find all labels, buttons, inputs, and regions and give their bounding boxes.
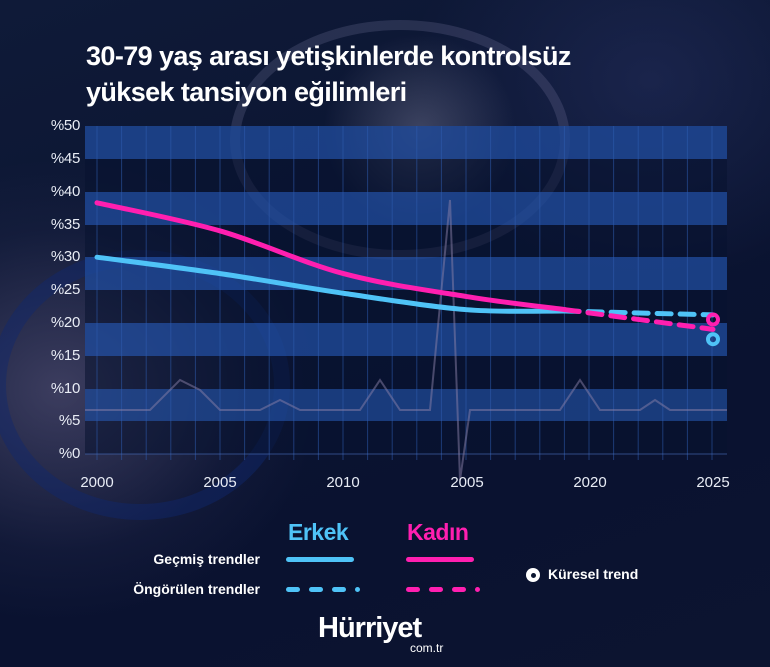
- brand-domain: com.tr: [410, 641, 444, 655]
- projected-trend-line: [562, 307, 716, 332]
- plot-bands: [85, 126, 727, 454]
- legend-erkek-heading: Erkek: [288, 519, 349, 545]
- y-tick: %5: [58, 412, 80, 429]
- x-tick: 2025: [696, 474, 730, 491]
- legend-erkek-dashed-swatch: [286, 587, 360, 592]
- y-tick: %50: [50, 117, 80, 134]
- legend-projected-label: Öngörülen trendler: [133, 581, 260, 597]
- legend-erkek-solid-swatch: [286, 557, 354, 562]
- series-layer: [94, 200, 720, 347]
- global-trend-marker: [706, 332, 720, 347]
- legend-kadin-heading: Kadın: [407, 519, 469, 545]
- x-tick: 2005: [450, 474, 484, 491]
- global-trend-marker-icon: [526, 568, 540, 582]
- plot-area: [85, 126, 727, 481]
- x-tick: 2020: [573, 474, 607, 491]
- heartbeat-decoration: [85, 199, 727, 481]
- legend-kadin-solid-swatch: [406, 557, 474, 562]
- past-trend-line: [94, 254, 568, 314]
- legend-global-label: Küresel trend: [548, 566, 639, 582]
- vertical-grid: [96, 126, 713, 460]
- legend-kadin-dashed-swatch: [406, 587, 480, 592]
- y-tick: %25: [50, 281, 80, 298]
- y-tick: %40: [50, 183, 80, 200]
- x-tick: 2005: [203, 474, 237, 491]
- title-line-2: yüksek tansiyon eğilimleri: [86, 77, 407, 107]
- y-tick: %45: [50, 150, 80, 167]
- global-trend-marker: [706, 312, 720, 327]
- title-line-1: 30-79 yaş arası yetişkinlerde kontrolsüz: [86, 41, 571, 71]
- past-trend-line: [94, 200, 568, 313]
- y-tick: %10: [50, 380, 80, 397]
- y-tick: %35: [50, 216, 80, 233]
- y-tick: %30: [50, 248, 80, 265]
- y-tick: %0: [58, 445, 80, 462]
- brand-logo: Hürriyet: [318, 612, 422, 644]
- y-tick: %20: [50, 314, 80, 331]
- chart-title: 30-79 yaş arası yetişkinlerde kontrolsüz…: [86, 38, 571, 110]
- y-tick: %15: [50, 347, 80, 364]
- x-tick: 2000: [80, 474, 114, 491]
- x-tick: 2010: [326, 474, 360, 491]
- legend-past-label: Geçmiş trendler: [153, 551, 260, 567]
